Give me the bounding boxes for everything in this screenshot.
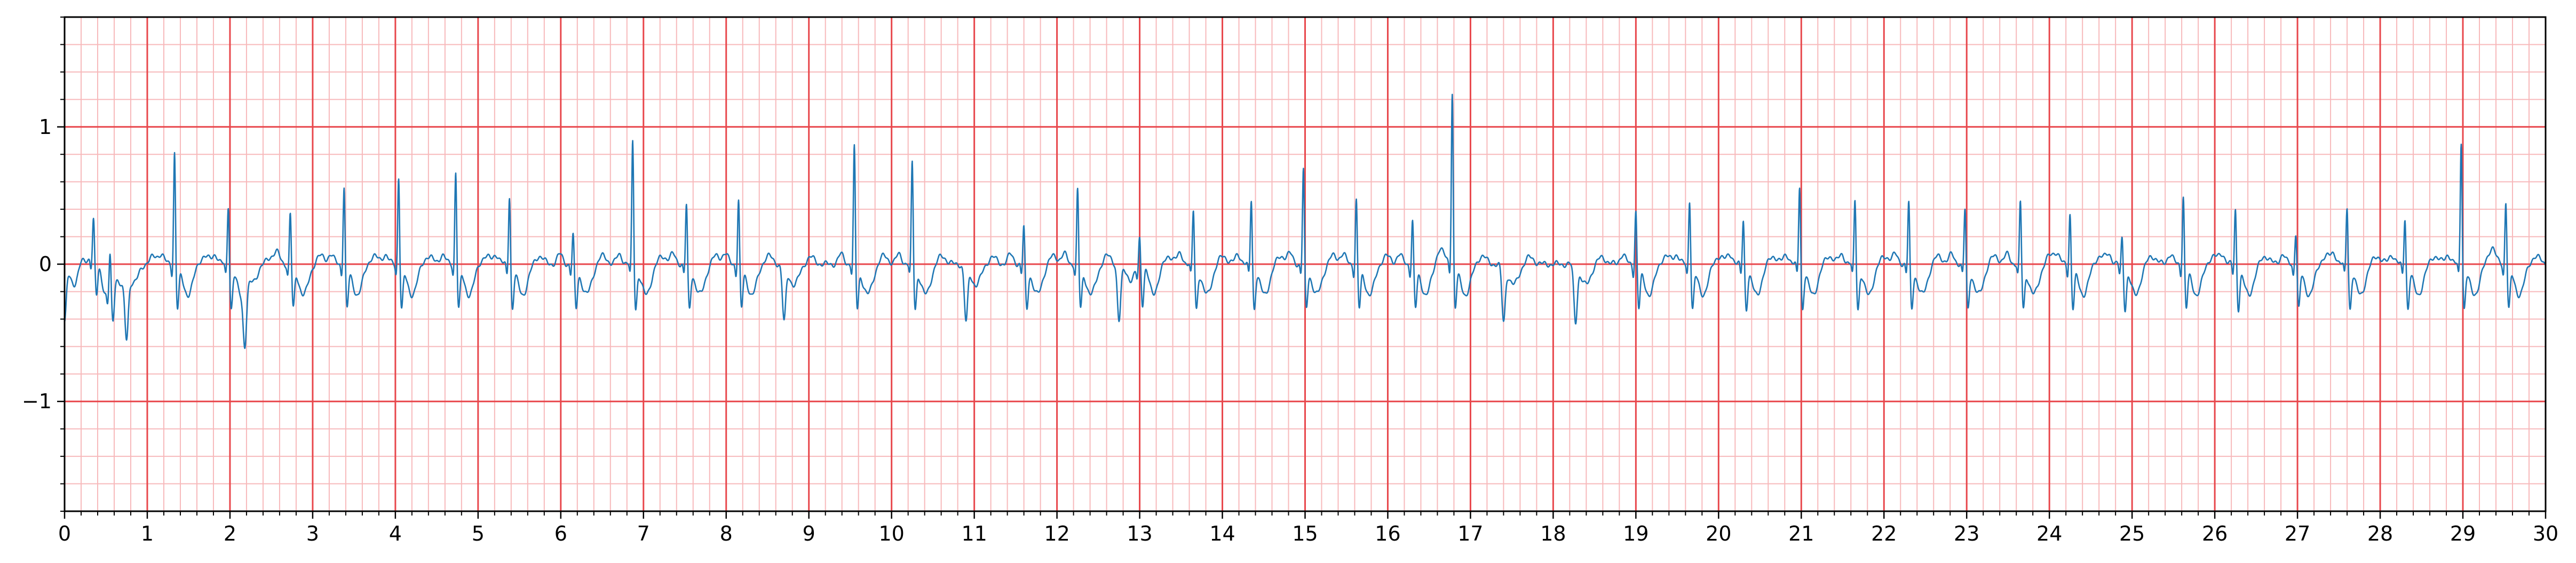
x-tick-label: 22 [1871, 522, 1897, 545]
x-tick-label: 23 [1954, 522, 1979, 545]
x-tick-label: 10 [878, 522, 904, 545]
x-tick-label: 24 [2036, 522, 2062, 545]
x-tick-label: 17 [1457, 522, 1483, 545]
ecg-trace [64, 93, 2547, 350]
x-tick-label: 5 [472, 522, 485, 545]
x-tick-label: 3 [306, 522, 319, 545]
x-axis-ticks: 0 1 2 3 4 5 6 7 8 9 10 11 12 13 14 15 16 17 18 19 20 21 22 23 24… [58, 511, 2558, 545]
y-axis-ticks: −1 0 1 [22, 17, 65, 512]
x-tick-label: 20 [1706, 522, 1731, 545]
x-tick-label: 13 [1127, 522, 1152, 545]
x-tick-label: 30 [2533, 522, 2558, 545]
x-tick-label: 11 [961, 522, 987, 545]
x-tick-label: 29 [2450, 522, 2476, 545]
x-tick-label: 14 [1209, 522, 1235, 545]
x-tick-label: 0 [58, 522, 71, 545]
x-tick-label: 8 [720, 522, 733, 545]
x-tick-label: 21 [1788, 522, 1814, 545]
x-tick-label: 28 [2367, 522, 2393, 545]
x-tick-label: 9 [803, 522, 815, 545]
x-tick-label: 27 [2285, 522, 2310, 545]
y-tick-label: −1 [22, 390, 52, 413]
x-tick-label: 2 [224, 522, 236, 545]
x-tick-label: 25 [2119, 522, 2145, 545]
x-tick-label: 16 [1375, 522, 1400, 545]
x-tick-label: 15 [1292, 522, 1318, 545]
x-tick-label: 4 [389, 522, 402, 545]
series-layer [64, 93, 2547, 350]
x-tick-label: 12 [1044, 522, 1069, 545]
x-tick-label: 1 [141, 522, 154, 545]
x-tick-label: 26 [2202, 522, 2228, 545]
x-tick-label: 18 [1540, 522, 1566, 545]
x-tick-label: 7 [637, 522, 650, 545]
x-tick-label: 19 [1623, 522, 1648, 545]
y-tick-label: 1 [39, 115, 52, 139]
y-tick-label: 0 [39, 252, 52, 276]
x-tick-label: 6 [554, 522, 567, 545]
